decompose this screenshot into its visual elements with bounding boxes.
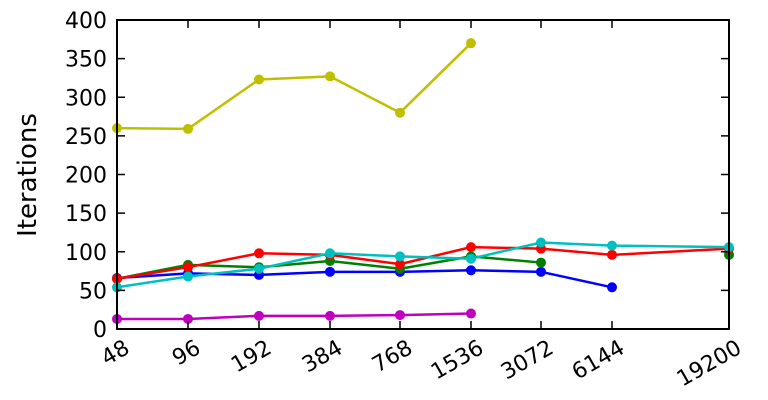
x-tick-label-768: 768 bbox=[368, 336, 417, 379]
y-tick-label-100: 100 bbox=[65, 241, 107, 266]
x-tick-label-6144: 6144 bbox=[568, 336, 629, 386]
x-tick-label-3072: 3072 bbox=[497, 336, 558, 386]
y-tick-label-150: 150 bbox=[65, 202, 107, 227]
series-5-point-3 bbox=[325, 310, 335, 321]
y-tick-label-50: 50 bbox=[79, 279, 107, 304]
series-0-line bbox=[116, 42, 472, 131]
x-tick-label-1536: 1536 bbox=[427, 336, 488, 386]
y-tick-label-350: 350 bbox=[65, 48, 107, 73]
y-tick-label-300: 300 bbox=[65, 86, 107, 111]
x-tick-label-96: 96 bbox=[168, 336, 205, 372]
series-1-point-7 bbox=[607, 282, 617, 293]
series-3-point-1 bbox=[183, 262, 193, 273]
series-5-point-2 bbox=[254, 310, 264, 321]
series-3-point-7 bbox=[607, 249, 617, 260]
series-4-point-5 bbox=[466, 253, 476, 264]
series-1-point-3 bbox=[325, 266, 335, 277]
series-5-point-5 bbox=[466, 308, 476, 319]
series-4-point-7 bbox=[607, 240, 617, 251]
series-1-point-5 bbox=[466, 265, 476, 276]
series-4-point-3 bbox=[325, 248, 335, 259]
series-1-point-6 bbox=[536, 266, 546, 277]
series-5-line bbox=[117, 312, 472, 321]
series-0-point-4 bbox=[395, 107, 405, 118]
series-2-point-6 bbox=[536, 257, 546, 268]
series-3-point-5 bbox=[466, 242, 476, 253]
series-3-point-2 bbox=[254, 248, 264, 259]
series-4-point-6 bbox=[536, 237, 546, 248]
x-tick-label-19200: 19200 bbox=[673, 336, 746, 393]
series-5-point-4 bbox=[395, 310, 405, 321]
series-4-point-1 bbox=[183, 271, 193, 282]
series-1-line bbox=[116, 269, 613, 289]
plot-frame bbox=[116, 19, 730, 330]
y-tick-label-250: 250 bbox=[65, 125, 107, 150]
series-4-point-4 bbox=[395, 251, 405, 262]
series-4-point-2 bbox=[254, 263, 264, 274]
y-tick-label-0: 0 bbox=[93, 318, 107, 343]
y-tick-label-400: 400 bbox=[65, 9, 107, 34]
series-0-point-1 bbox=[183, 123, 193, 134]
x-tick-label-192: 192 bbox=[227, 336, 276, 379]
series-0-point-3 bbox=[325, 71, 335, 82]
x-tick-label-384: 384 bbox=[298, 336, 347, 379]
series-0-point-5 bbox=[466, 38, 476, 49]
y-axis-label: Iterations bbox=[13, 113, 43, 237]
series-0-point-2 bbox=[254, 74, 264, 85]
y-tick-label-200: 200 bbox=[65, 164, 107, 189]
